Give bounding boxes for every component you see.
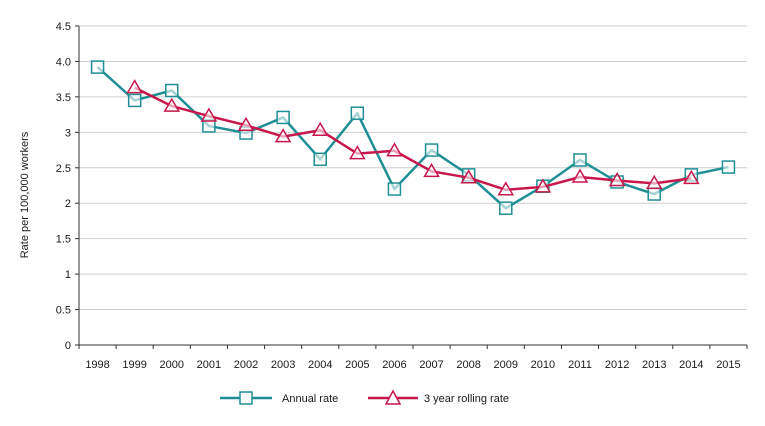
legend: Annual rate 3 year rolling rate xyxy=(220,389,509,405)
x-tick-label: 2008 xyxy=(456,359,480,371)
data-point xyxy=(647,187,661,201)
data-point xyxy=(534,178,552,193)
x-tick-label: 1998 xyxy=(85,359,109,371)
data-point xyxy=(424,143,439,157)
series xyxy=(90,60,736,215)
data-point xyxy=(126,79,143,94)
y-axis-label: Rate per 100,000 workers xyxy=(19,131,31,258)
y-tick-label: 3.5 xyxy=(56,92,71,104)
axes xyxy=(78,26,747,346)
data-point xyxy=(200,107,218,122)
legend-square-marker-icon xyxy=(239,391,253,405)
data-point xyxy=(387,182,402,196)
data-point xyxy=(497,181,515,196)
y-tick-label: 2.5 xyxy=(56,163,71,175)
data-point xyxy=(460,169,477,184)
data-point xyxy=(276,110,290,125)
x-tick-label: 2003 xyxy=(271,359,295,371)
data-point xyxy=(90,60,105,74)
y-tick-label: 0 xyxy=(65,340,71,352)
series-line xyxy=(134,86,692,192)
data-point xyxy=(499,201,513,215)
legend-label-3-year-rolling-rate: 3 year rolling rate xyxy=(424,393,509,405)
data-point xyxy=(645,174,663,190)
series-line xyxy=(96,66,729,210)
x-tick-label: 2015 xyxy=(716,359,740,371)
x-tick-label: 2002 xyxy=(234,359,258,371)
x-tick-labels: 1998 1999 2000 2001 2002 2003 2004 2005 2006 2007… xyxy=(78,345,748,371)
data-point xyxy=(386,142,403,157)
data-point xyxy=(683,169,700,185)
y-tick-label: 2 xyxy=(65,198,71,210)
legend-item-annual-rate: Annual rate xyxy=(220,391,338,405)
x-tick-label: 2011 xyxy=(568,359,592,371)
legend-label-annual-rate: Annual rate xyxy=(282,393,338,405)
data-point xyxy=(313,152,327,167)
y-tick-label: 1.5 xyxy=(56,234,71,246)
x-tick-label: 2001 xyxy=(197,359,221,371)
data-point xyxy=(237,116,255,131)
x-tick-label: 2009 xyxy=(494,359,518,371)
x-tick-label: 2000 xyxy=(160,359,184,371)
data-point xyxy=(608,172,626,187)
x-tick-label: 1999 xyxy=(122,359,146,371)
data-point xyxy=(721,160,736,174)
legend-triangle-marker-icon xyxy=(384,389,402,405)
y-tick-label: 0.5 xyxy=(56,305,71,317)
x-tick-label: 2006 xyxy=(382,359,406,371)
x-tick-label: 2012 xyxy=(605,359,629,371)
data-point xyxy=(127,93,142,108)
data-point xyxy=(163,97,181,112)
data-point xyxy=(349,145,366,160)
y-tick-label: 1 xyxy=(65,269,71,281)
data-point xyxy=(350,106,365,120)
series-annual-rate xyxy=(90,60,736,215)
gridlines xyxy=(75,25,747,346)
data-point xyxy=(571,168,589,183)
x-tick-label: 2014 xyxy=(679,359,703,371)
y-tick-labels: 0 0.5 1 1.5 2 2.5 3 3.5 4.0 4.5 xyxy=(56,21,71,352)
x-tick-label: 2004 xyxy=(308,359,332,371)
x-tick-label: 2007 xyxy=(419,359,443,371)
series-3-year-rolling-rate xyxy=(126,79,700,196)
x-tick-label: 2005 xyxy=(345,359,369,371)
x-tick-label: 2013 xyxy=(642,359,666,371)
data-point xyxy=(423,162,440,178)
data-point xyxy=(165,83,179,98)
data-point xyxy=(573,153,587,167)
y-tick-label: 4.0 xyxy=(56,56,71,68)
data-point xyxy=(274,128,292,143)
y-tick-label: 4.5 xyxy=(56,21,71,33)
legend-item-3-year-rolling-rate: 3 year rolling rate xyxy=(368,389,509,405)
x-tick-label: 2010 xyxy=(531,359,555,371)
data-point xyxy=(311,121,329,136)
y-tick-label: 3 xyxy=(65,127,71,139)
